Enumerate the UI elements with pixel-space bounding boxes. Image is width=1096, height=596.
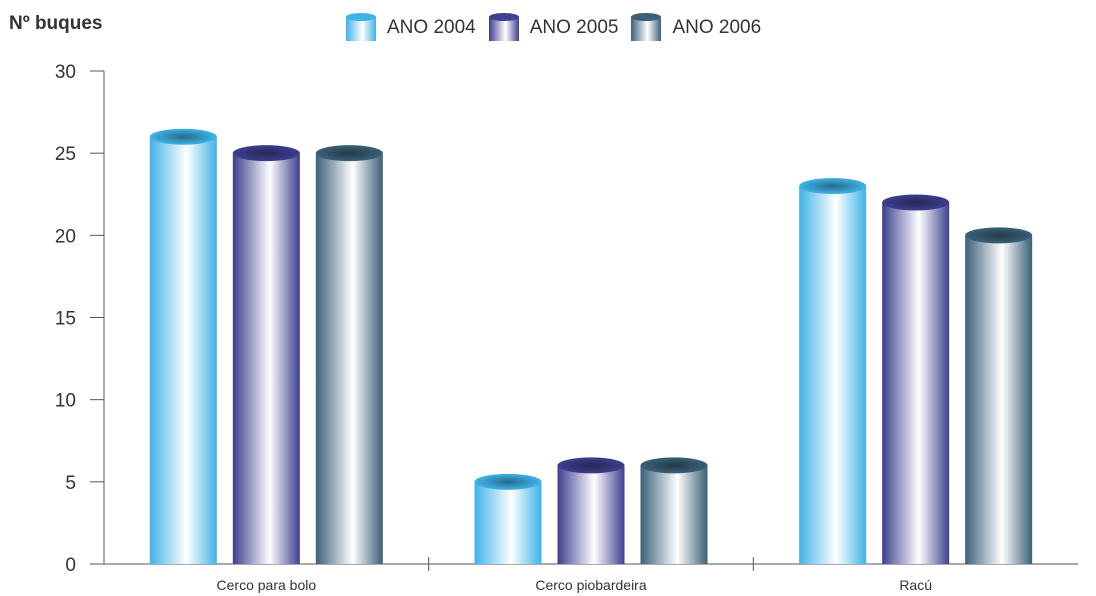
bar xyxy=(557,457,625,564)
y-tick-label: 10 xyxy=(55,391,76,412)
bar xyxy=(232,145,300,564)
y-tick-label: 25 xyxy=(55,144,76,165)
bar xyxy=(799,178,867,565)
legend-swatch-2005-icon xyxy=(488,13,519,41)
x-tick-label: Cerco piobardeira xyxy=(535,577,646,593)
y-tick-label: 20 xyxy=(55,226,76,247)
legend-label-2005: ANO 2005 xyxy=(529,17,619,38)
bar xyxy=(474,473,542,564)
y-tick-label: 0 xyxy=(65,555,76,576)
bar xyxy=(640,457,708,564)
bar xyxy=(315,145,383,564)
x-tick-label: Racú xyxy=(899,577,932,593)
legend-label-2004: ANO 2004 xyxy=(387,17,476,38)
bar xyxy=(149,128,217,564)
y-tick-label: 5 xyxy=(65,473,76,494)
bar xyxy=(882,194,950,564)
x-tick-label: Cerco para bolo xyxy=(217,577,317,593)
bar xyxy=(965,227,1033,565)
legend-item-2004: ANO 2004 xyxy=(343,13,476,43)
legend-item-2006: ANO 2006 xyxy=(628,13,761,43)
y-axis-label: Nº buques xyxy=(9,13,103,34)
y-tick-label: 15 xyxy=(55,309,76,330)
legend-swatch-2004-icon xyxy=(346,13,376,41)
legend-swatch-2006-icon xyxy=(631,13,662,41)
legend-item-2005: ANO 2005 xyxy=(486,13,619,43)
y-tick-label: 30 xyxy=(55,62,76,83)
legend-label-2006: ANO 2006 xyxy=(672,17,762,38)
legend: ANO 2004 ANO 2005 ANO 2006 xyxy=(343,13,771,43)
